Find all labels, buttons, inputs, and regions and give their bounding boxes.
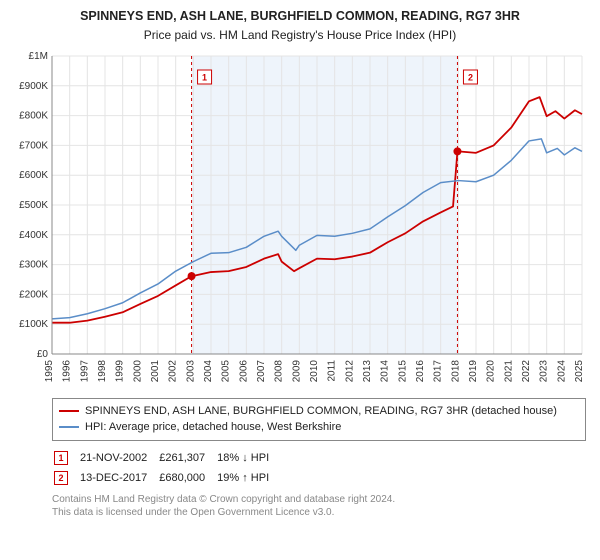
page-title: SPINNEYS END, ASH LANE, BURGHFIELD COMMO… [10,8,590,26]
svg-text:£1M: £1M [29,51,48,62]
chart-area: £0 £100K £200K £300K £400K £500K £600K £700K £80… [10,50,590,390]
svg-text:2014: 2014 [380,359,391,382]
svg-text:2021: 2021 [503,359,514,382]
legend-label: SPINNEYS END, ASH LANE, BURGHFIELD COMMO… [85,403,557,420]
svg-text:2: 2 [468,72,473,82]
svg-text:2015: 2015 [397,359,408,382]
svg-text:£900K: £900K [19,80,48,91]
svg-text:2020: 2020 [486,359,497,382]
sale-price: £261,307 [159,449,215,467]
svg-text:2010: 2010 [309,359,320,382]
marker-badge: 2 [54,471,68,485]
svg-text:2016: 2016 [415,359,426,382]
svg-text:2005: 2005 [221,359,232,382]
svg-text:2012: 2012 [344,359,355,382]
svg-text:2019: 2019 [468,359,479,382]
svg-text:2003: 2003 [185,359,196,382]
svg-text:2022: 2022 [521,359,532,382]
sale-vs-hpi: 19% ↑ HPI [217,469,279,487]
svg-text:1998: 1998 [97,359,108,382]
sale-date: 21-NOV-2002 [80,449,157,467]
svg-text:1997: 1997 [79,359,90,382]
legend-label: HPI: Average price, detached house, West… [85,419,341,436]
svg-text:£200K: £200K [19,289,48,300]
svg-text:2023: 2023 [539,359,550,382]
svg-text:£300K: £300K [19,259,48,270]
svg-text:2001: 2001 [150,359,161,382]
svg-text:2017: 2017 [433,359,444,382]
sale-vs-hpi: 18% ↓ HPI [217,449,279,467]
svg-text:2002: 2002 [168,359,179,382]
line-chart: £0 £100K £200K £300K £400K £500K £600K £700K £80… [10,50,590,390]
marker-badge: 1 [54,451,68,465]
legend-item: SPINNEYS END, ASH LANE, BURGHFIELD COMMO… [59,403,579,420]
svg-text:2024: 2024 [556,359,567,382]
svg-text:2025: 2025 [574,359,585,382]
footnote-line: Contains HM Land Registry data © Crown c… [52,493,586,506]
svg-text:2000: 2000 [132,359,143,382]
legend: SPINNEYS END, ASH LANE, BURGHFIELD COMMO… [52,398,586,441]
svg-text:2013: 2013 [362,359,373,382]
sale-date: 13-DEC-2017 [80,469,157,487]
svg-text:1996: 1996 [62,359,73,382]
sales-table: 1 21-NOV-2002 £261,307 18% ↓ HPI 2 13-DE… [52,447,281,489]
svg-text:£0: £0 [37,349,49,360]
sale-price: £680,000 [159,469,215,487]
svg-text:2004: 2004 [203,359,214,382]
footnote-line: This data is licensed under the Open Gov… [52,506,586,519]
svg-text:1995: 1995 [44,359,55,382]
legend-swatch [59,410,79,412]
svg-text:£500K: £500K [19,200,48,211]
legend-item: HPI: Average price, detached house, West… [59,419,579,436]
svg-text:1: 1 [202,72,207,82]
svg-text:2009: 2009 [291,359,302,382]
svg-text:£400K: £400K [19,229,48,240]
footnote: Contains HM Land Registry data © Crown c… [52,493,586,519]
svg-text:1999: 1999 [115,359,126,382]
table-row: 1 21-NOV-2002 £261,307 18% ↓ HPI [54,449,279,467]
svg-text:£100K: £100K [19,319,48,330]
svg-text:2008: 2008 [274,359,285,382]
svg-text:2007: 2007 [256,359,267,382]
table-row: 2 13-DEC-2017 £680,000 19% ↑ HPI [54,469,279,487]
chart-container: SPINNEYS END, ASH LANE, BURGHFIELD COMMO… [0,0,600,525]
page-subtitle: Price paid vs. HM Land Registry's House … [10,28,590,42]
legend-swatch [59,426,79,428]
svg-text:2006: 2006 [238,359,249,382]
svg-text:2011: 2011 [327,359,338,381]
svg-text:£700K: £700K [19,140,48,151]
svg-text:2018: 2018 [450,359,461,382]
svg-text:£800K: £800K [19,110,48,121]
svg-text:£600K: £600K [19,170,48,181]
